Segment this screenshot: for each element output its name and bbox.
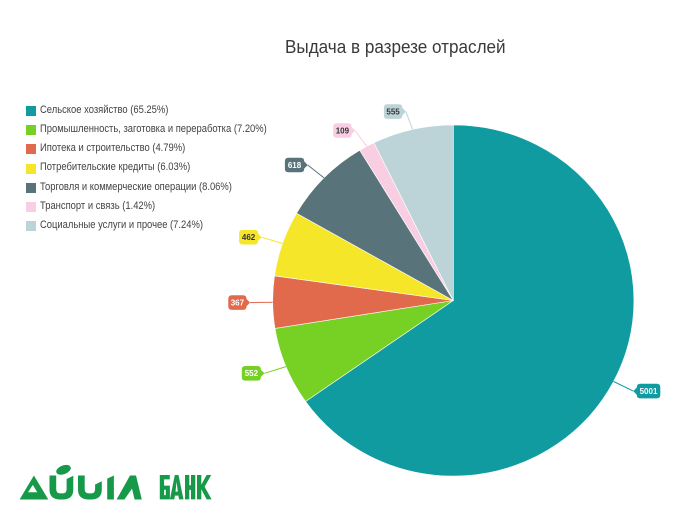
svg-text:109: 109 bbox=[336, 126, 350, 135]
svg-text:367: 367 bbox=[231, 299, 245, 308]
svg-text:5001: 5001 bbox=[640, 387, 658, 396]
svg-text:462: 462 bbox=[242, 233, 256, 242]
svg-text:552: 552 bbox=[245, 369, 259, 378]
svg-text:555: 555 bbox=[386, 108, 400, 117]
svg-text:618: 618 bbox=[288, 161, 302, 170]
